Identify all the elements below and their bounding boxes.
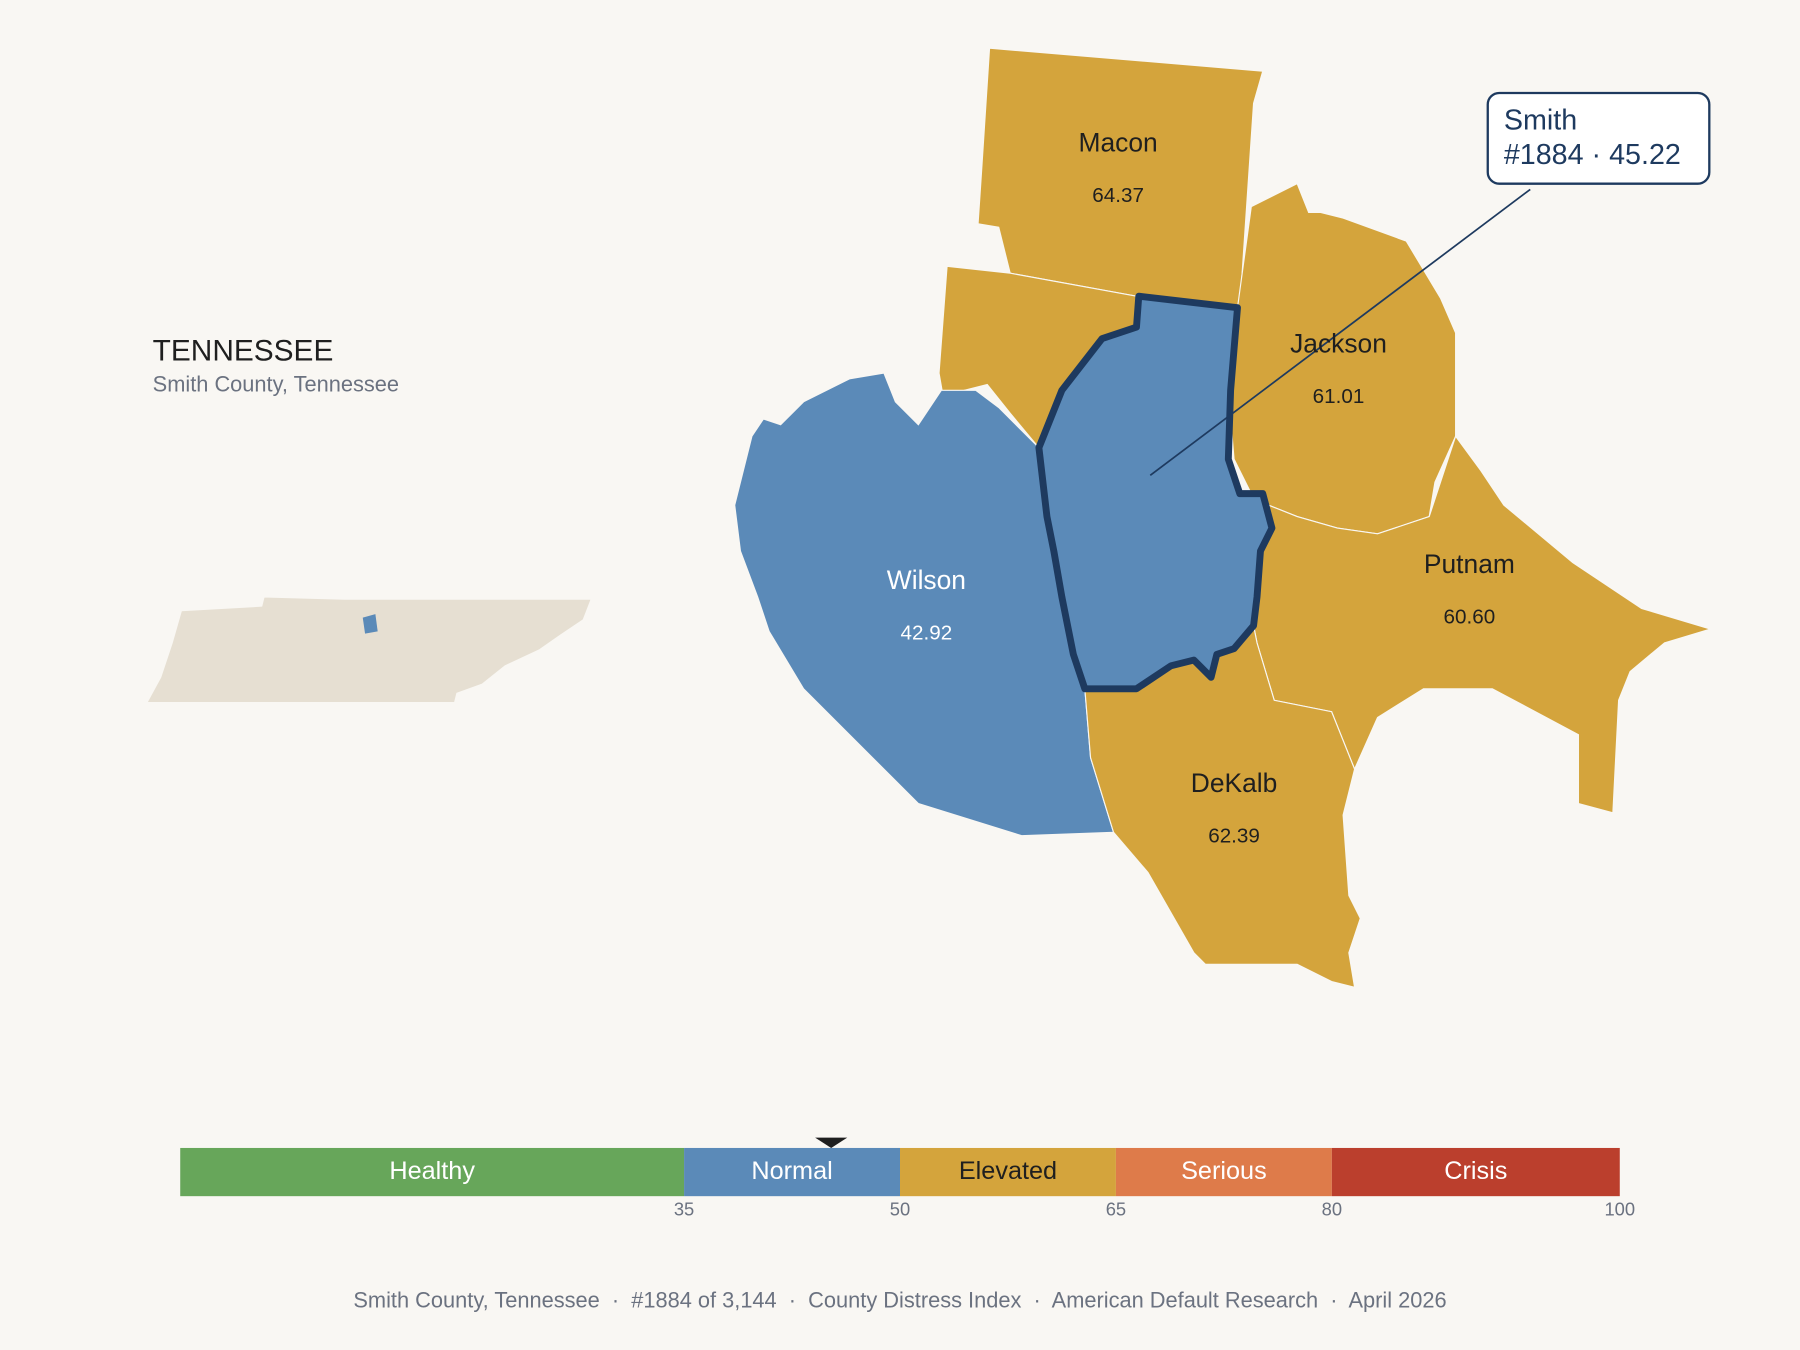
legend-band	[180, 1147, 685, 1197]
highlight-county	[1035, 292, 1276, 693]
legend-band	[900, 1147, 1116, 1197]
callout-leader	[1149, 188, 1531, 476]
legend-band-label: Crisis	[1444, 1157, 1507, 1185]
county-value: 62.39	[1208, 825, 1260, 848]
legend-band-label: Normal	[751, 1157, 832, 1185]
legend-band	[684, 1147, 900, 1197]
county-value: 42.92	[901, 621, 953, 644]
county-value: 61.01	[1313, 385, 1365, 408]
callout-name: Smith	[1504, 105, 1577, 137]
legend-tick-label: 50	[890, 1199, 910, 1220]
county-name: Jackson	[1290, 328, 1387, 358]
footer: Smith County, Tennessee · #1884 of 3,144…	[353, 1288, 1446, 1313]
county-name: Putnam	[1424, 549, 1515, 579]
callout-detail: #1884 · 45.22	[1504, 139, 1681, 171]
subtitle: Smith County, Tennessee	[153, 371, 399, 396]
county-value: 64.37	[1092, 184, 1144, 207]
legend-tick-label: 80	[1322, 1199, 1342, 1220]
state-inset	[145, 596, 593, 704]
legend-tick-label: 100	[1604, 1199, 1635, 1220]
legend: Healthy 35 Normal 50 Elevated 65 Serious 80 Cris…	[180, 1137, 1635, 1220]
county-labels: Macon 64.37 Jackson 61.01 Wilson 42.92 Putnam 6…	[887, 128, 1515, 848]
inset-highlight	[362, 614, 378, 634]
county-name: Macon	[1079, 128, 1158, 158]
legend-band-label: Elevated	[959, 1157, 1057, 1185]
county-shape	[1227, 182, 1457, 535]
legend-tick-label: 35	[674, 1199, 694, 1220]
legend-band-label: Healthy	[389, 1157, 475, 1185]
state-title: TENNESSEE	[153, 334, 334, 367]
legend-tick-label: 65	[1106, 1199, 1126, 1220]
callout-box	[1486, 91, 1711, 185]
legend-band-label: Serious	[1181, 1157, 1267, 1185]
legend-band	[1115, 1147, 1332, 1197]
legend-marker	[815, 1137, 848, 1148]
legend-band	[1331, 1147, 1620, 1197]
county-shape	[977, 47, 1264, 309]
county-value: 60.60	[1444, 605, 1496, 628]
county-name: DeKalb	[1191, 768, 1278, 798]
county-name: Wilson	[887, 565, 966, 595]
